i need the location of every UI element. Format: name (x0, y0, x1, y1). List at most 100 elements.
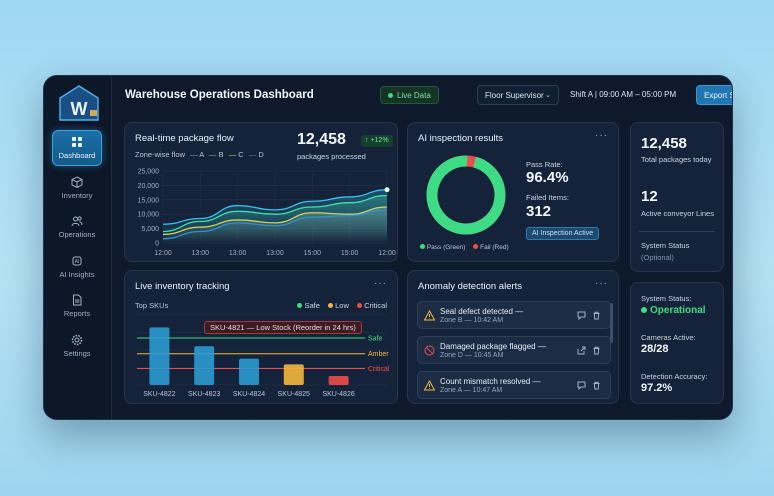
bar-sku-4825 (283, 364, 304, 385)
people-icon (71, 216, 83, 227)
legend-critical: Critical (364, 301, 387, 310)
anomaly-title: Anomaly detection alerts (418, 281, 523, 292)
critical-dot-icon (356, 303, 362, 308)
bar-sku-4824 (239, 358, 259, 385)
gear-icon (71, 334, 83, 346)
top-bar: Warehouse Operations Dashboard Live Data… (112, 76, 732, 116)
sidebar-item-inventory[interactable]: Inventory (52, 170, 102, 206)
threshold-label-safe: Safe (368, 336, 383, 343)
ai-inspection-card: AI inspection results ··· Pass Rate: 96.… (407, 122, 619, 262)
summary-lines: 12 (641, 188, 658, 205)
x-tick-label: 12:00 (378, 250, 396, 257)
alert-item[interactable]: Damaged package flagged — Zone D — 10:45… (417, 336, 611, 364)
package-flow-card: Real-time package flow Zone-wise flow — … (124, 122, 398, 262)
flow-total-label: packages processed (297, 152, 366, 161)
x-tick-label: 13:00 (229, 250, 247, 257)
threshold-label-amber: Amber (368, 351, 389, 358)
inventory-legend: Safe Low Critical (297, 301, 387, 310)
summary-total: 12,458 (641, 135, 687, 152)
summary-lines-label: Active conveyor Lines (641, 209, 714, 218)
y-tick-label: 15,000 (138, 197, 160, 204)
warning-icon (424, 380, 435, 391)
legend-swatch-a: — (190, 150, 198, 159)
pass-rate-value: 96.4% (526, 169, 569, 186)
y-tick-label: 20,000 (138, 183, 160, 190)
alert-item[interactable]: Seal defect detected — Zone B — 10:42 AM (417, 301, 611, 329)
ai-icon: AI (72, 256, 82, 266)
bar-sku-4826 (328, 375, 349, 385)
more-options-icon[interactable]: ··· (595, 278, 608, 289)
sidebar-item-label: Operations (58, 230, 96, 239)
live-data-badge: Live Data (380, 86, 439, 104)
sidebar-item-settings[interactable]: Settings (52, 328, 102, 364)
y-tick-label: 25,000 (138, 169, 160, 176)
y-tick-label: 0 (155, 241, 159, 248)
more-options-icon[interactable]: ··· (595, 130, 608, 141)
fail-dot-icon (473, 244, 479, 249)
sidebar-item-label: Reports (63, 309, 91, 318)
inspection-donut-chart (426, 155, 506, 235)
chevron-down-icon: ⌄ (545, 92, 551, 99)
series-line-C (162, 206, 388, 236)
alerts-scrollbar[interactable] (610, 303, 613, 343)
legend-swatch-c: — (228, 150, 237, 159)
trash-icon[interactable] (592, 381, 601, 390)
x-tick-label: SKU-4823 (188, 391, 220, 398)
series-line-D (162, 209, 388, 240)
warning-icon (424, 310, 435, 321)
x-tick-label: 12:00 (154, 250, 172, 257)
alert-item[interactable]: Count mismatch resolved — Zone A — 10:47… (417, 371, 611, 399)
summary-total-label: Total packages today (641, 155, 712, 164)
share-icon[interactable] (577, 346, 586, 355)
y-tick-label: 5,000 (141, 226, 159, 233)
threshold-label-critical: Critical (368, 366, 390, 373)
sidebar-item-dashboard[interactable]: Dashboard (52, 130, 102, 166)
failed-items-value: 312 (526, 203, 552, 220)
alert-title: Seal defect detected — (440, 307, 524, 316)
pass-slice (426, 155, 506, 235)
flow-legend-label: Zone-wise flow (135, 150, 186, 159)
alert-meta: Zone B — 10:42 AM (440, 317, 504, 324)
divider (639, 231, 715, 232)
inspection-title: AI inspection results (418, 133, 504, 144)
report-icon (73, 294, 82, 306)
comment-icon[interactable] (577, 311, 586, 320)
accuracy-value: 97.2% (641, 382, 673, 394)
more-options-icon[interactable]: ··· (374, 278, 387, 289)
series-line-B (162, 194, 388, 233)
comment-icon[interactable] (577, 381, 586, 390)
sidebar-item-ai-insights[interactable]: AI AI Insights (52, 249, 102, 285)
legend-fail: Fail (Red) (480, 244, 509, 251)
sidebar-item-reports[interactable]: Reports (52, 288, 102, 324)
legend-zone-b: B (218, 150, 224, 159)
sidebar-item-label: Dashboard (58, 151, 96, 160)
role-value: Floor Supervisor (485, 90, 544, 100)
bar-sku-4822 (149, 327, 170, 385)
latest-point (384, 187, 390, 193)
low-dot-icon (328, 303, 334, 308)
sidebar-item-operations[interactable]: Operations (52, 209, 102, 245)
flow-change-badge: ↑ +12% (361, 135, 393, 147)
page-title: Warehouse Operations Dashboard (125, 89, 314, 101)
warehouse-logo[interactable]: W (58, 84, 100, 122)
trash-icon[interactable] (592, 346, 601, 355)
pass-dot-icon (420, 244, 425, 249)
sidebar: W Dashboard Inventory Operations AI AI I… (44, 76, 112, 419)
alert-title: Count mismatch resolved — (440, 377, 541, 386)
sidebar-item-label: AI Insights (59, 270, 95, 279)
export-shift-summary-button[interactable]: Export Shift Summary (696, 85, 732, 105)
x-tick-label: SKU-4825 (278, 391, 310, 398)
dashboard-icon (72, 137, 82, 147)
accuracy-label: Detection Accuracy: (641, 372, 708, 381)
legend-safe: Safe (304, 301, 320, 310)
series-line-A (162, 189, 388, 225)
inventory-bar-chart: Safe Amber Critical SKU-4822 SKU-4823 SKU-482… (137, 314, 390, 398)
alert-meta: Zone A — 10:47 AM (440, 387, 503, 394)
low-stock-tooltip: SKU-4821 — Low Stock (Reorder in 24 hrs) (204, 321, 362, 334)
trash-icon[interactable] (592, 311, 601, 320)
role-dropdown[interactable]: Floor Supervisor ⌄ (477, 85, 559, 105)
system-health-card: System Status: Operational Cameras Activ… (630, 282, 724, 404)
alert-title: Damaged package flagged — (440, 342, 546, 351)
x-tick-label: 13:00 (266, 250, 284, 257)
blocked-icon (424, 345, 435, 356)
